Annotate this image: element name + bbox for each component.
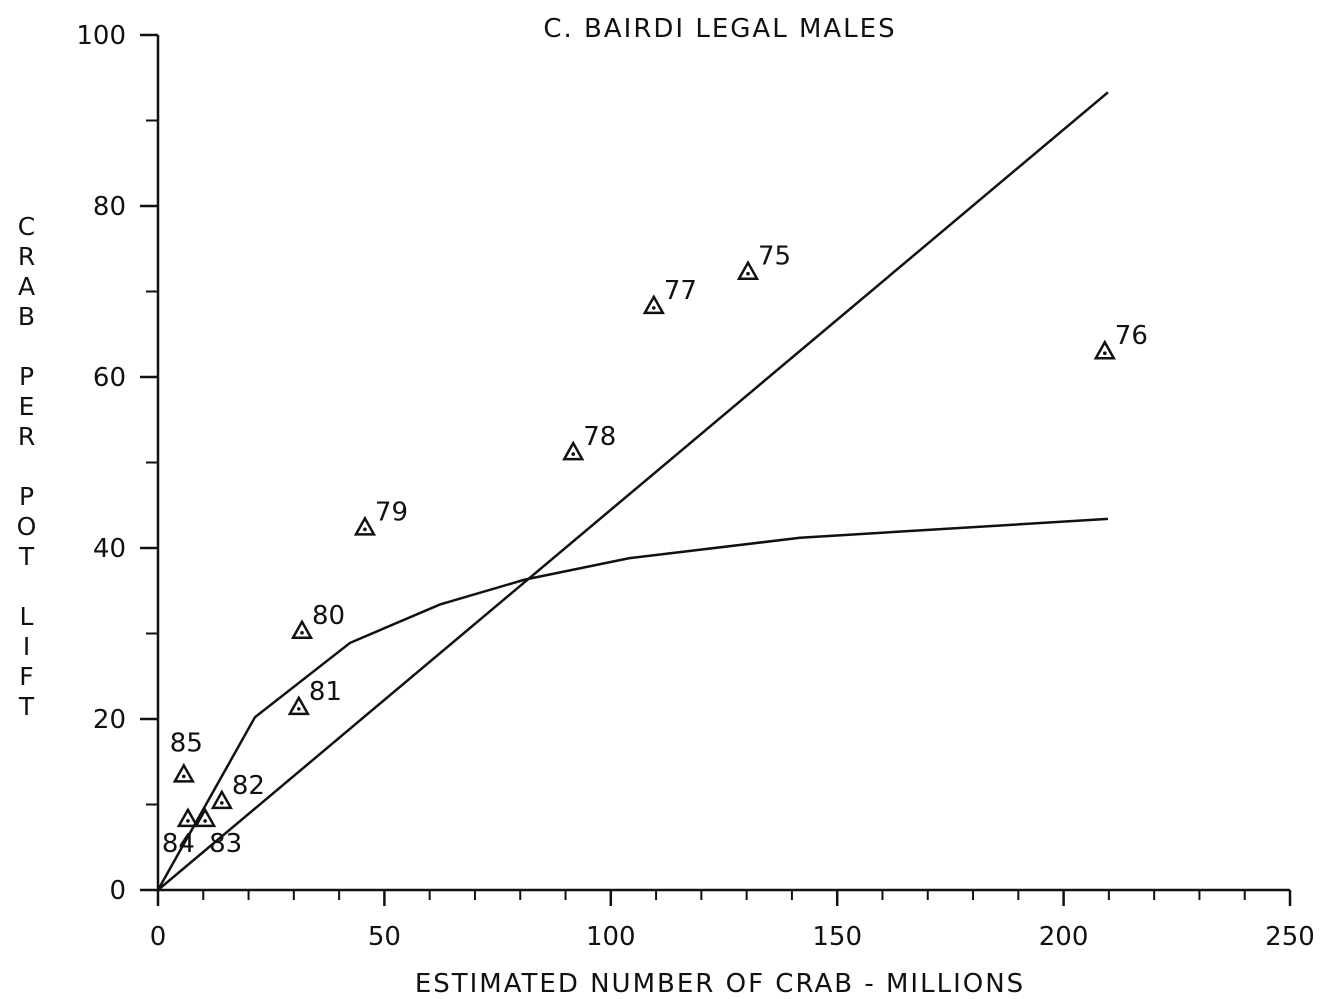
chart-title: C. BAIRDI LEGAL MALES [543, 14, 896, 44]
point-label: 81 [309, 677, 342, 707]
x-tick-label: 200 [1039, 922, 1089, 952]
point-label: 85 [170, 728, 203, 758]
point-marker [287, 695, 310, 716]
point-marker [562, 440, 585, 461]
x-tick-label: 50 [368, 922, 401, 952]
point-dot [220, 801, 224, 805]
point-label: 80 [312, 601, 345, 631]
point-label: 82 [232, 771, 265, 801]
point-dot [300, 630, 304, 635]
point-dot [1103, 351, 1107, 356]
y-tick-label: 60 [93, 363, 126, 393]
point-label: 83 [209, 829, 242, 859]
y-tick-label: 40 [93, 534, 126, 564]
point-marker [736, 260, 760, 280]
point-label: 76 [1115, 321, 1148, 351]
y-axis-label: CRAB PER POT LIFT [12, 212, 41, 722]
point-marker [1093, 339, 1116, 360]
y-tick-label: 80 [93, 192, 126, 222]
y-tick-label: 100 [76, 21, 126, 51]
point-marker [642, 294, 665, 315]
point-label: 84 [162, 829, 195, 859]
x-axis-label: ESTIMATED NUMBER OF CRAB - MILLIONS [415, 969, 1025, 999]
point-dot [363, 527, 367, 532]
fit-line [157, 91, 1109, 891]
point-dot [182, 774, 186, 779]
point-label: 77 [664, 276, 697, 306]
point-marker [210, 789, 233, 810]
point-label: 79 [375, 497, 408, 527]
x-tick-label: 100 [586, 922, 636, 952]
x-tick-label: 150 [812, 922, 862, 952]
point-marker [172, 762, 195, 783]
y-tick-label: 20 [93, 705, 126, 735]
point-dot [571, 452, 576, 456]
x-tick-label: 250 [1265, 922, 1315, 952]
point-label: 75 [758, 242, 791, 272]
point-dot [203, 819, 207, 823]
point-dot [746, 271, 750, 276]
x-tick-label: 0 [150, 922, 167, 952]
point-dot [186, 819, 190, 823]
point-marker [290, 619, 314, 640]
y-tick-label: 0 [109, 876, 126, 906]
fit-line [156, 517, 1109, 891]
point-marker [176, 807, 200, 828]
point-marker [193, 807, 217, 828]
point-marker [353, 515, 377, 536]
point-dot [297, 707, 301, 711]
point-label: 78 [583, 422, 616, 452]
point-dot [652, 306, 656, 310]
